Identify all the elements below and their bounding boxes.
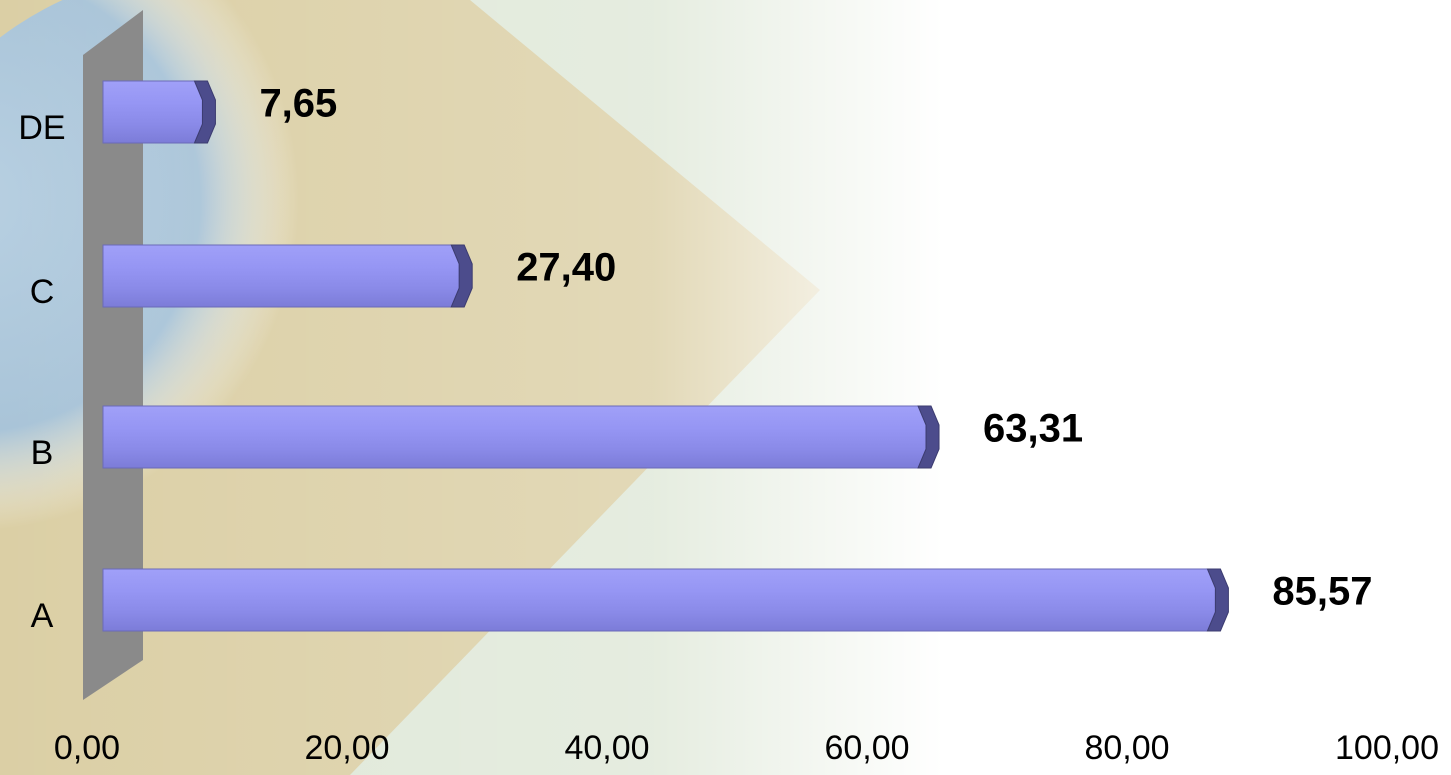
x-tick-label: 0,00 [54,729,120,767]
bar-cap [1206,568,1229,632]
bar [102,568,1216,632]
value-label: 85,57 [1272,570,1372,614]
y-tick-label: C [30,273,55,311]
y-tick-label: DE [18,109,65,147]
x-tick-label: 20,00 [304,729,389,767]
bar [102,244,460,308]
bar-cap [917,405,940,469]
value-label: 7,65 [259,82,337,126]
bar-cap [450,244,473,308]
value-label: 27,40 [516,246,616,290]
bar [102,405,927,469]
bar-cap [193,80,216,144]
x-tick-label: 100,00 [1335,729,1439,767]
y-tick-label: A [31,597,54,635]
y-tick-label: B [31,434,54,472]
x-tick-label: 80,00 [1084,729,1169,767]
axis-wall [83,10,143,700]
value-label: 63,31 [983,407,1083,451]
x-tick-label: 60,00 [824,729,909,767]
x-tick-label: 40,00 [564,729,649,767]
bar [102,80,203,144]
